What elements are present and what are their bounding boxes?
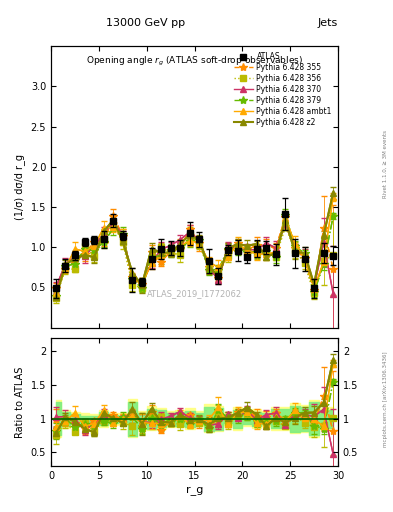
Text: Rivet 1.1.0, ≥ 3M events: Rivet 1.1.0, ≥ 3M events (383, 130, 387, 198)
Legend: ATLAS, Pythia 6.428 355, Pythia 6.428 356, Pythia 6.428 370, Pythia 6.428 379, P: ATLAS, Pythia 6.428 355, Pythia 6.428 35… (231, 50, 334, 129)
Text: mcplots.cern.ch [arXiv:1306.3436]: mcplots.cern.ch [arXiv:1306.3436] (383, 352, 387, 447)
Text: Jets: Jets (318, 18, 338, 28)
Text: ATLAS_2019_I1772062: ATLAS_2019_I1772062 (147, 289, 242, 298)
X-axis label: r_g: r_g (186, 486, 203, 496)
Text: Opening angle $r_g$ (ATLAS soft-drop observables): Opening angle $r_g$ (ATLAS soft-drop obs… (86, 55, 303, 68)
Text: 13000 GeV pp: 13000 GeV pp (106, 18, 185, 28)
Y-axis label: Ratio to ATLAS: Ratio to ATLAS (15, 366, 25, 438)
Y-axis label: (1/σ) dσ/d r_g: (1/σ) dσ/d r_g (14, 154, 25, 220)
